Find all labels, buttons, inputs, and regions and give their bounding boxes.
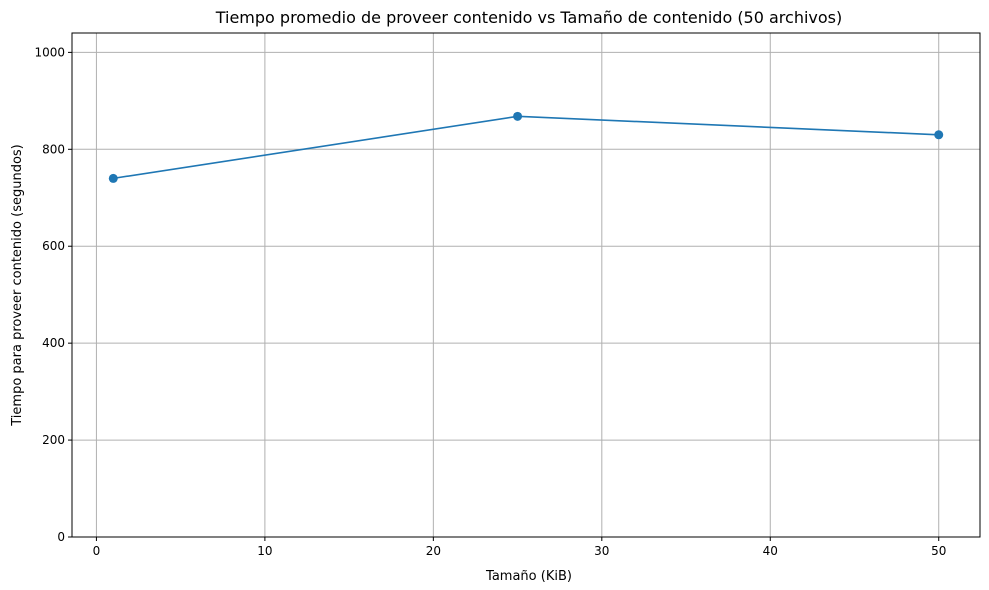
x-tick-label: 30 bbox=[594, 544, 609, 558]
x-tick-label: 10 bbox=[257, 544, 272, 558]
plot-frame bbox=[71, 32, 981, 538]
chart-title: Tiempo promedio de proveer contenido vs … bbox=[215, 8, 843, 27]
y-tick-label: 0 bbox=[57, 530, 65, 544]
x-axis-label: Tamaño (KiB) bbox=[485, 569, 572, 584]
y-tick-label: 200 bbox=[42, 433, 65, 447]
x-tick-label: 20 bbox=[426, 544, 441, 558]
x-tick-label: 40 bbox=[763, 544, 778, 558]
y-tick-label: 600 bbox=[42, 239, 65, 253]
x-tick-label: 50 bbox=[931, 544, 946, 558]
data-point bbox=[108, 173, 118, 183]
y-tick-label: 400 bbox=[42, 336, 65, 350]
ticks: 0 10 20 30 40 50 0 200 400 600 800 1000 bbox=[34, 45, 946, 558]
y-tick-label: 1000 bbox=[34, 45, 65, 59]
y-tick-label: 800 bbox=[42, 142, 65, 156]
series-layer bbox=[108, 111, 944, 183]
data-point bbox=[934, 130, 944, 140]
x-tick-label: 0 bbox=[93, 544, 101, 558]
y-axis-label: Tiempo para proveer contenido (segundos) bbox=[10, 144, 25, 427]
data-point bbox=[513, 111, 523, 121]
